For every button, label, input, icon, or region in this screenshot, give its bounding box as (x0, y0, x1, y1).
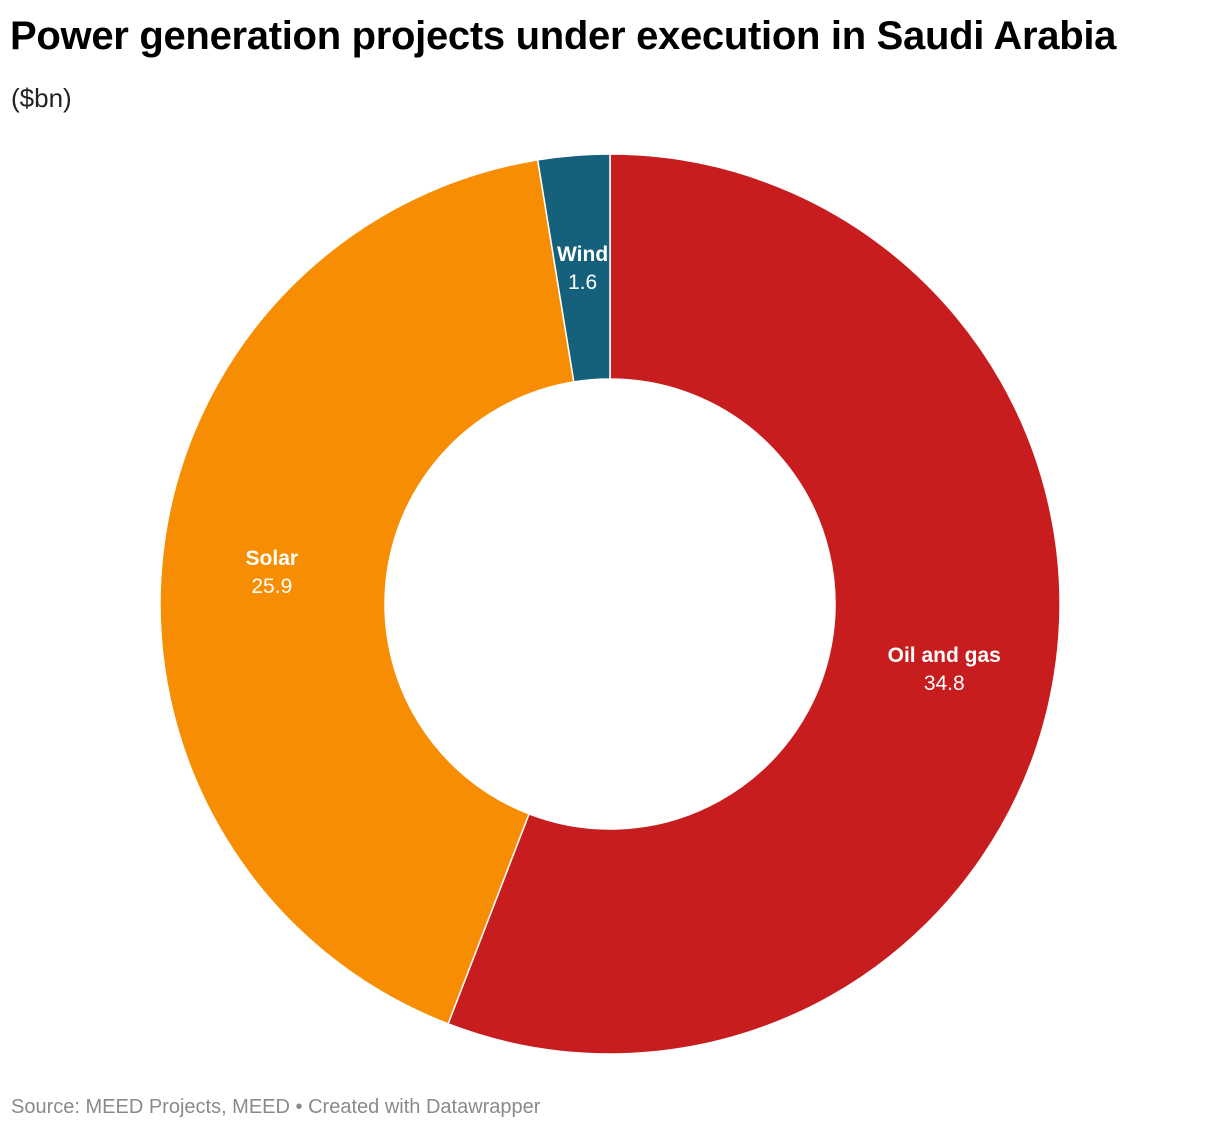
chart-title: Power generation projects under executio… (10, 14, 1117, 58)
slice-solar (159, 158, 575, 1025)
slice-value-wind: 1.6 (568, 271, 597, 294)
slice-value-oil-and-gas: 34.8 (924, 672, 965, 695)
slice-wind (536, 153, 611, 383)
chart-subtitle: ($bn) (11, 83, 72, 113)
chart-footer: Source: MEED Projects, MEED • Created wi… (11, 1094, 540, 1120)
slice-label-oil-and-gas: Oil and gas (888, 644, 1001, 667)
slice-oil-and-gas (447, 153, 1061, 1055)
footer-separator: • (295, 1096, 303, 1118)
slice-label-solar: Solar (246, 547, 299, 570)
source-note: Source: MEED Projects, MEED (11, 1096, 290, 1118)
datawrapper-credit: Created with Datawrapper (308, 1096, 541, 1118)
slice-label-wind: Wind (557, 243, 608, 266)
slice-labels: Oil and gas 34.8 Solar 25.9 Wind 1.6 (246, 243, 1001, 695)
slice-value-solar: 25.9 (251, 575, 292, 598)
donut-slices (159, 153, 1061, 1055)
